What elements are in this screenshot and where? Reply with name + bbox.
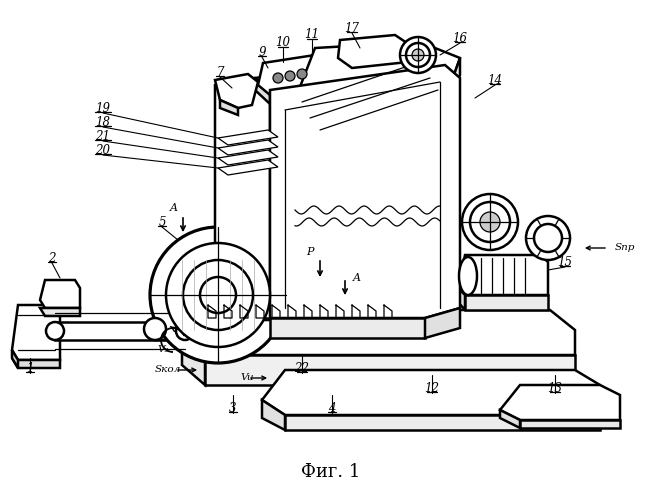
Polygon shape — [262, 370, 600, 415]
Circle shape — [150, 227, 286, 363]
Polygon shape — [12, 358, 60, 368]
Text: 3: 3 — [229, 402, 237, 414]
Polygon shape — [255, 78, 270, 104]
Text: 10: 10 — [275, 36, 291, 50]
Text: P: P — [307, 247, 314, 257]
Polygon shape — [390, 55, 445, 312]
Text: V₃: V₃ — [157, 346, 169, 354]
Ellipse shape — [144, 318, 166, 340]
Polygon shape — [288, 118, 328, 148]
Text: 14: 14 — [487, 74, 502, 86]
Text: A: A — [353, 273, 361, 283]
Polygon shape — [215, 295, 235, 320]
Text: 20: 20 — [95, 144, 111, 156]
Text: 16: 16 — [453, 32, 467, 44]
Text: 2: 2 — [48, 252, 56, 264]
Polygon shape — [500, 410, 520, 428]
Circle shape — [480, 212, 500, 232]
Text: Snp: Snp — [615, 244, 636, 252]
Polygon shape — [12, 305, 60, 360]
Circle shape — [183, 260, 253, 330]
Polygon shape — [458, 288, 465, 310]
Polygon shape — [55, 322, 185, 340]
Polygon shape — [262, 400, 285, 430]
Polygon shape — [215, 74, 258, 108]
Circle shape — [462, 194, 518, 250]
Polygon shape — [235, 300, 270, 320]
Text: 12: 12 — [424, 382, 440, 394]
Polygon shape — [205, 355, 575, 385]
Text: Sкол: Sкол — [155, 366, 181, 374]
Circle shape — [285, 71, 295, 81]
Polygon shape — [408, 305, 445, 328]
Text: 7: 7 — [216, 66, 224, 78]
Polygon shape — [218, 150, 278, 165]
Polygon shape — [390, 300, 408, 328]
Text: 5: 5 — [158, 216, 166, 228]
Polygon shape — [255, 55, 445, 92]
Text: 17: 17 — [344, 22, 359, 35]
Text: A: A — [170, 203, 178, 213]
Text: 4: 4 — [328, 402, 336, 414]
Text: Vu: Vu — [240, 374, 254, 382]
Polygon shape — [520, 420, 620, 428]
Text: 1: 1 — [26, 362, 34, 374]
Polygon shape — [215, 78, 270, 308]
Polygon shape — [338, 35, 410, 68]
Circle shape — [400, 37, 436, 73]
Polygon shape — [435, 58, 460, 145]
Polygon shape — [200, 305, 400, 318]
Polygon shape — [258, 55, 328, 95]
Polygon shape — [465, 295, 548, 310]
Text: 13: 13 — [547, 382, 563, 394]
Polygon shape — [285, 415, 600, 430]
Text: 9: 9 — [258, 46, 265, 59]
Polygon shape — [40, 280, 80, 308]
Circle shape — [470, 202, 510, 242]
Polygon shape — [150, 318, 200, 340]
Polygon shape — [430, 55, 445, 80]
Polygon shape — [12, 350, 18, 368]
Polygon shape — [182, 310, 575, 355]
Circle shape — [406, 43, 430, 67]
Polygon shape — [182, 335, 205, 385]
Polygon shape — [458, 255, 548, 295]
Text: 18: 18 — [95, 116, 111, 128]
Polygon shape — [220, 100, 238, 115]
Text: 11: 11 — [305, 28, 320, 42]
Ellipse shape — [459, 257, 477, 295]
Polygon shape — [218, 160, 278, 175]
Circle shape — [534, 224, 562, 252]
Circle shape — [297, 69, 307, 79]
Polygon shape — [425, 308, 460, 338]
Polygon shape — [500, 385, 620, 420]
Circle shape — [412, 49, 424, 61]
Circle shape — [166, 243, 270, 347]
Text: Фиг. 1: Фиг. 1 — [301, 463, 361, 481]
Text: 22: 22 — [295, 362, 310, 374]
Polygon shape — [270, 65, 460, 318]
Circle shape — [526, 216, 570, 260]
Polygon shape — [288, 42, 460, 135]
Text: 15: 15 — [557, 256, 573, 268]
Text: 19: 19 — [95, 102, 111, 114]
Circle shape — [200, 277, 236, 313]
Polygon shape — [218, 140, 278, 155]
Ellipse shape — [46, 322, 64, 340]
Polygon shape — [40, 308, 80, 316]
Circle shape — [273, 73, 283, 83]
Polygon shape — [270, 318, 425, 338]
Text: 21: 21 — [95, 130, 111, 142]
Polygon shape — [218, 130, 278, 145]
Ellipse shape — [176, 322, 194, 340]
